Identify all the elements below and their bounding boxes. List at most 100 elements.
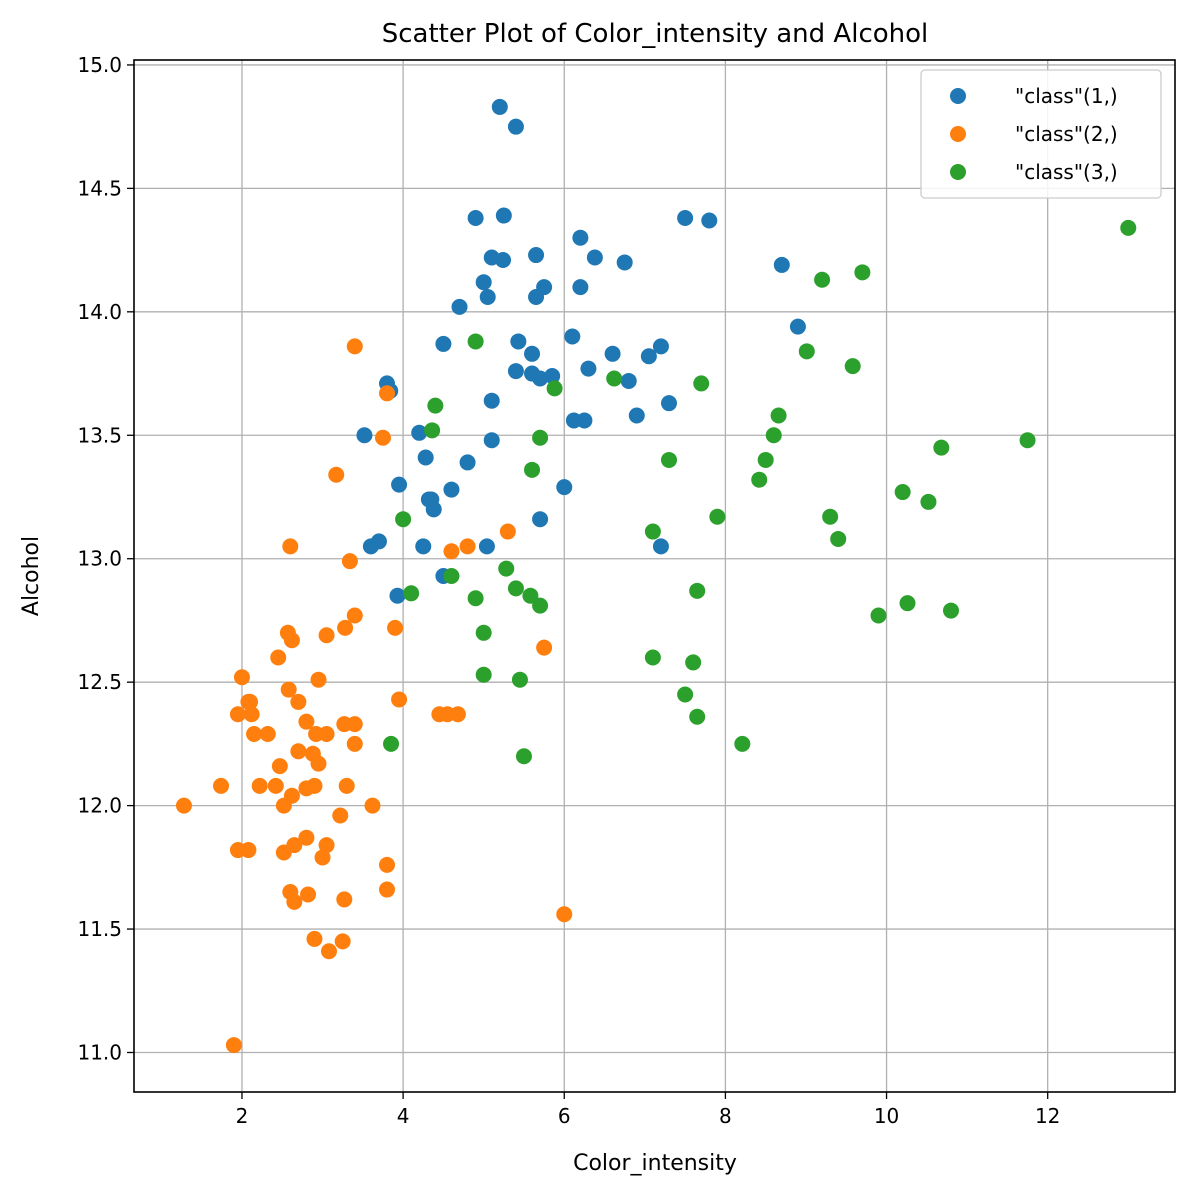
- data-point: [213, 777, 230, 794]
- legend-label: "class"(3,): [1015, 160, 1118, 184]
- data-point: [556, 479, 573, 496]
- x-tick-label: 10: [874, 1104, 899, 1128]
- x-axis-label: Color_intensity: [573, 1151, 737, 1176]
- data-point: [314, 849, 331, 866]
- data-point: [290, 693, 307, 710]
- data-point: [854, 264, 871, 281]
- data-point: [425, 501, 442, 518]
- data-point: [475, 666, 492, 683]
- data-point: [899, 595, 916, 612]
- data-point: [920, 493, 937, 510]
- legend-marker: [950, 126, 966, 142]
- data-point: [300, 886, 317, 903]
- data-point: [356, 427, 373, 444]
- y-axis-label: Alcohol: [19, 536, 44, 616]
- data-point: [572, 279, 589, 296]
- data-point: [443, 481, 460, 498]
- data-point: [286, 893, 303, 910]
- data-point: [290, 743, 307, 760]
- data-point: [424, 422, 441, 439]
- data-point: [306, 777, 323, 794]
- data-point: [391, 476, 408, 493]
- data-point: [267, 777, 284, 794]
- data-point: [403, 585, 420, 602]
- data-point: [522, 587, 539, 604]
- data-point: [507, 580, 524, 597]
- data-point: [298, 829, 315, 846]
- data-point: [652, 538, 669, 555]
- data-point: [495, 207, 512, 224]
- data-point: [661, 395, 678, 412]
- x-tick-label: 12: [1035, 1104, 1060, 1128]
- data-point: [298, 713, 315, 730]
- data-point: [943, 602, 960, 619]
- data-point: [689, 708, 706, 725]
- data-point: [233, 669, 250, 686]
- data-point: [310, 755, 327, 772]
- data-point: [628, 407, 645, 424]
- data-point: [701, 212, 718, 229]
- data-point: [240, 693, 257, 710]
- data-point: [378, 881, 395, 898]
- data-point: [515, 748, 532, 765]
- data-point: [644, 649, 661, 666]
- data-point: [251, 777, 268, 794]
- data-point: [677, 686, 694, 703]
- data-point: [467, 333, 484, 350]
- data-point: [271, 758, 288, 775]
- data-point: [1019, 432, 1036, 449]
- data-point: [443, 543, 460, 560]
- grid-lines: [134, 60, 1175, 1092]
- data-point: [475, 274, 492, 291]
- data-point: [306, 930, 323, 947]
- data-point: [328, 466, 345, 483]
- data-point: [478, 538, 495, 555]
- data-point: [280, 681, 297, 698]
- data-point: [544, 368, 561, 385]
- data-point: [814, 271, 831, 288]
- data-point: [644, 523, 661, 540]
- data-point: [933, 439, 950, 456]
- data-point: [341, 553, 358, 570]
- data-point: [283, 632, 300, 649]
- data-point: [451, 298, 468, 315]
- y-tick-label: 11.0: [77, 1040, 122, 1064]
- data-point: [443, 568, 460, 584]
- data-point: [243, 706, 260, 723]
- data-point: [346, 735, 363, 752]
- data-point: [479, 289, 496, 306]
- plot-frame: [133, 59, 1176, 1093]
- data-point: [175, 797, 192, 814]
- data-point: [499, 523, 516, 540]
- data-point: [332, 807, 349, 824]
- chart-title: Scatter Plot of Color_intensity and Alco…: [382, 19, 929, 49]
- data-point: [467, 210, 484, 227]
- data-point: [576, 412, 593, 429]
- data-point: [580, 360, 597, 377]
- data-point: [229, 706, 246, 723]
- data-point: [830, 530, 847, 547]
- data-point: [498, 560, 515, 577]
- data-point: [524, 345, 541, 362]
- data-point: [320, 943, 337, 960]
- data-point: [572, 229, 589, 246]
- data-point: [532, 597, 549, 614]
- data-point: [334, 933, 351, 950]
- data-point: [391, 691, 408, 708]
- data-points: [175, 98, 1137, 1054]
- data-point: [677, 210, 694, 227]
- data-point: [546, 380, 563, 397]
- data-point: [870, 607, 887, 624]
- y-tick-label: 14.5: [77, 176, 122, 200]
- data-point: [427, 397, 444, 414]
- data-point: [259, 726, 276, 743]
- data-point: [689, 582, 706, 599]
- data-point: [507, 363, 524, 380]
- data-point: [709, 508, 726, 525]
- x-axis-ticks: 2 4 6 8 10 12: [236, 1092, 1060, 1128]
- y-tick-label: 13.5: [77, 423, 122, 447]
- data-point: [1120, 219, 1137, 236]
- y-tick-label: 15.0: [77, 53, 122, 77]
- data-point: [346, 338, 363, 355]
